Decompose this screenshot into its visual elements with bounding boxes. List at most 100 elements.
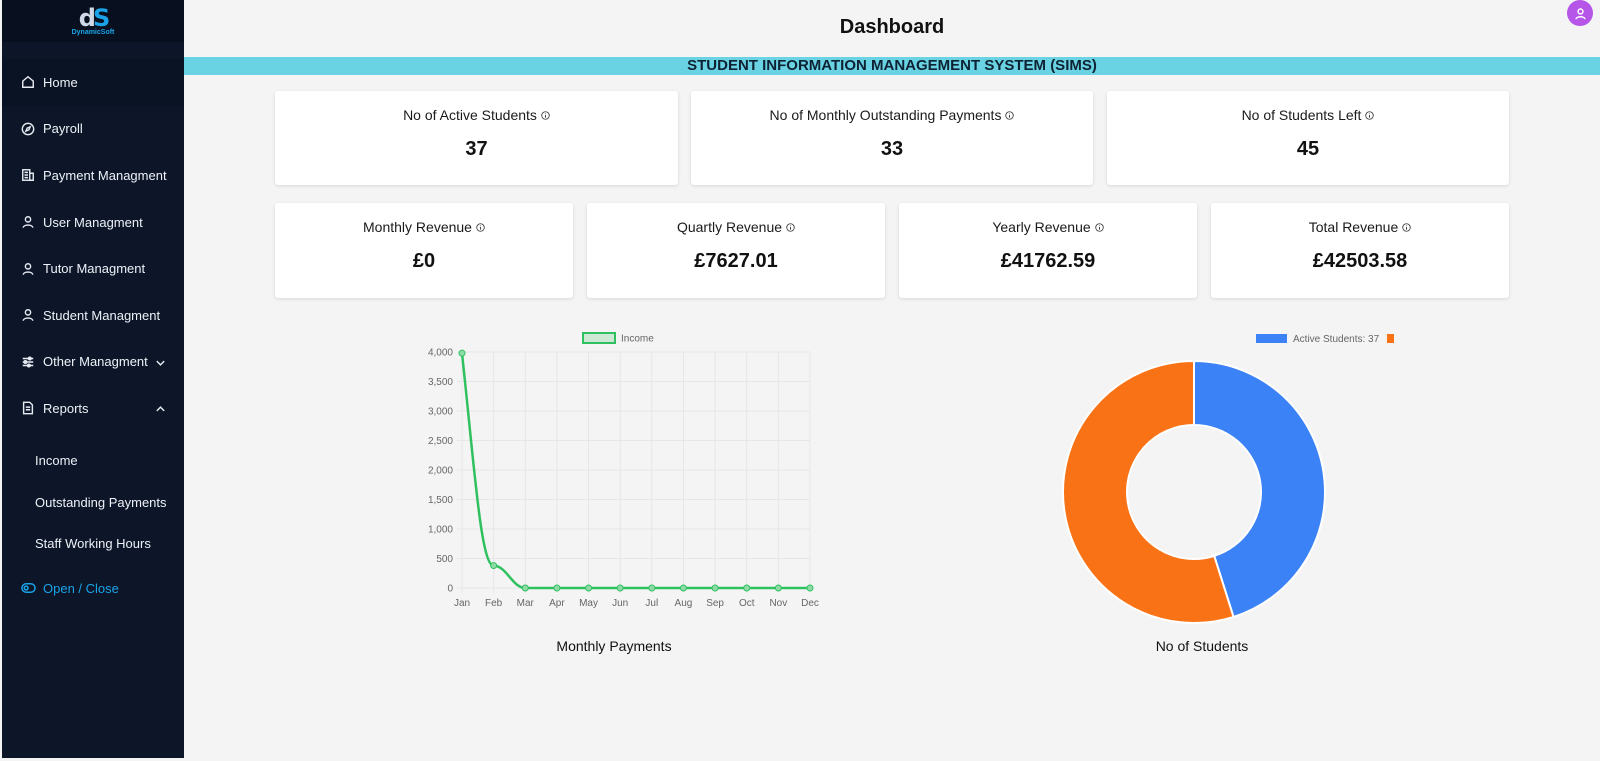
stat-card-yearly-revenue: Yearly Revenue £41762.59 (899, 203, 1197, 298)
info-icon[interactable] (786, 222, 795, 232)
stat-card-outstanding-payments: No of Monthly Outstanding Payments 33 (691, 91, 1093, 185)
sidebar-item-payment-managment[interactable]: Payment Managment (2, 152, 184, 199)
slice-active-students (1193, 359, 1326, 619)
line-chart-title: Monthly Payments (556, 638, 672, 654)
info-icon[interactable] (1094, 222, 1104, 232)
legend-swatch (1387, 334, 1394, 343)
data-point (679, 584, 687, 592)
stat-card-total-revenue: Total Revenue £42503.58 (1211, 203, 1509, 298)
stat-value: £0 (412, 250, 436, 272)
x-tick-label: Mar (517, 598, 535, 609)
sidebar-item-payroll[interactable]: Payroll (2, 106, 184, 153)
sidebar: dS DynamicSoft Home Payroll Payment Mana… (2, 0, 184, 758)
user-icon (22, 309, 34, 322)
logo-mark: dS (78, 4, 111, 32)
x-tick-label: Feb (485, 598, 503, 609)
stat-label: Quartly Revenue (587, 219, 885, 235)
sidebar-item-label: User Managment (43, 214, 143, 230)
data-point (616, 584, 624, 592)
page-title: Dashboard (839, 16, 945, 38)
stat-label-text: No of Active Students (403, 107, 537, 123)
y-tick-label: 4,000 (428, 348, 453, 359)
stat-value: £7627.01 (694, 250, 778, 272)
stat-value: 33 (880, 138, 904, 160)
info-icon[interactable] (1005, 110, 1015, 120)
home-icon (22, 76, 34, 89)
doughnut-chart-title: No of Students (1155, 638, 1249, 654)
stat-value: 37 (465, 138, 488, 160)
info-icon[interactable] (1365, 110, 1375, 120)
x-tick-label: Nov (769, 598, 787, 609)
stat-label-text: No of Monthly Outstanding Payments (769, 107, 1002, 123)
info-icon[interactable] (476, 222, 485, 232)
stat-label: Yearly Revenue (899, 219, 1197, 235)
slice-left-students (1062, 359, 1235, 624)
data-point (585, 584, 593, 592)
logo[interactable]: dS DynamicSoft (72, 6, 115, 36)
sidebar-item-reports[interactable]: Reports (2, 385, 184, 432)
y-tick-label: 2,500 (428, 436, 453, 447)
x-tick-label: Jan (454, 598, 470, 609)
y-tick-label: 2,000 (428, 466, 453, 477)
sidebar-item-home[interactable]: Home (2, 59, 184, 106)
x-tick-label: Oct (739, 598, 755, 609)
main-content: Dashboard STUDENT INFORMATION MANAGEMENT… (184, 0, 1600, 761)
data-point (743, 584, 751, 592)
data-point (774, 584, 782, 592)
sidebar-toggle-button[interactable]: Open / Close (2, 565, 184, 611)
stat-card-students-left: No of Students Left 45 (1107, 91, 1509, 185)
stat-value: £41762.59 (1000, 250, 1096, 272)
info-icon[interactable] (541, 110, 550, 120)
x-tick-label: Jul (645, 598, 658, 609)
system-banner: STUDENT INFORMATION MANAGEMENT SYSTEM (S… (184, 57, 1600, 75)
chevron-down-icon (155, 356, 166, 367)
sidebar-item-label: Reports (43, 400, 89, 416)
sliders-icon (22, 356, 34, 368)
submenu-item-staff-working-hours[interactable]: Staff Working Hours (35, 536, 151, 551)
data-point (806, 584, 814, 592)
reports-submenu: Income Outstanding Payments Staff Workin… (2, 432, 184, 565)
data-point (553, 584, 561, 592)
stat-label-text: Monthly Revenue (363, 219, 472, 235)
user-icon (1574, 7, 1586, 19)
x-tick-label: Sep (706, 598, 724, 609)
students-doughnut-chart[interactable]: Active Students: 37Left Students: 45 (1034, 332, 1394, 632)
stat-label-text: Quartly Revenue (676, 219, 783, 235)
series-line-income (460, 353, 810, 590)
stat-card-active-students: No of Active Students 37 (275, 91, 678, 185)
y-tick-label: 1,500 (428, 495, 453, 506)
stat-label-text: No of Students Left (1241, 107, 1362, 123)
stat-card-monthly-revenue: Monthly Revenue £0 (275, 203, 573, 298)
sidebar-item-user-managment[interactable]: User Managment (2, 199, 184, 246)
x-tick-label: Jun (612, 598, 628, 609)
sidebar-item-label: Payroll (43, 121, 83, 137)
stat-label: No of Active Students (275, 107, 678, 123)
y-tick-label: 3,500 (428, 377, 453, 388)
stat-value: £42503.58 (1312, 250, 1408, 272)
sidebar-item-label: Other Managment (43, 354, 148, 370)
logo-area[interactable]: dS DynamicSoft (2, 0, 184, 42)
info-icon[interactable] (1402, 222, 1411, 232)
x-tick-label: Dec (801, 598, 819, 609)
stat-label-text: Total Revenue (1308, 219, 1399, 235)
user-avatar-button[interactable] (1567, 0, 1593, 26)
sidebar-item-label: Tutor Managment (43, 261, 146, 277)
y-tick-label: 1,000 (428, 525, 453, 536)
stat-label-text: Yearly Revenue (992, 219, 1091, 235)
sidebar-item-student-managment[interactable]: Student Managment (2, 292, 184, 339)
legend-swatch-income (582, 332, 616, 344)
data-point (711, 584, 719, 592)
user-icon (22, 216, 34, 229)
logo-text: DynamicSoft (71, 29, 115, 36)
sidebar-item-label: Home (43, 74, 78, 90)
submenu-item-outstanding-payments[interactable]: Outstanding Payments (35, 494, 167, 510)
income-line-chart[interactable]: Income 0 500 1,000 1,500 2,000 2,500 3,000 3,500… (414, 332, 834, 627)
sidebar-item-tutor-managment[interactable]: Tutor Managment (2, 245, 184, 292)
submenu-item-income[interactable]: Income (35, 453, 78, 468)
x-tick-label: Apr (549, 598, 565, 609)
sidebar-item-other-managment[interactable]: Other Managment (2, 339, 184, 386)
stat-label: Monthly Revenue (275, 219, 573, 235)
legend-label: Active Students: 37 (1293, 334, 1380, 345)
toggle-icon (21, 583, 36, 594)
x-tick-label: Aug (675, 598, 693, 609)
